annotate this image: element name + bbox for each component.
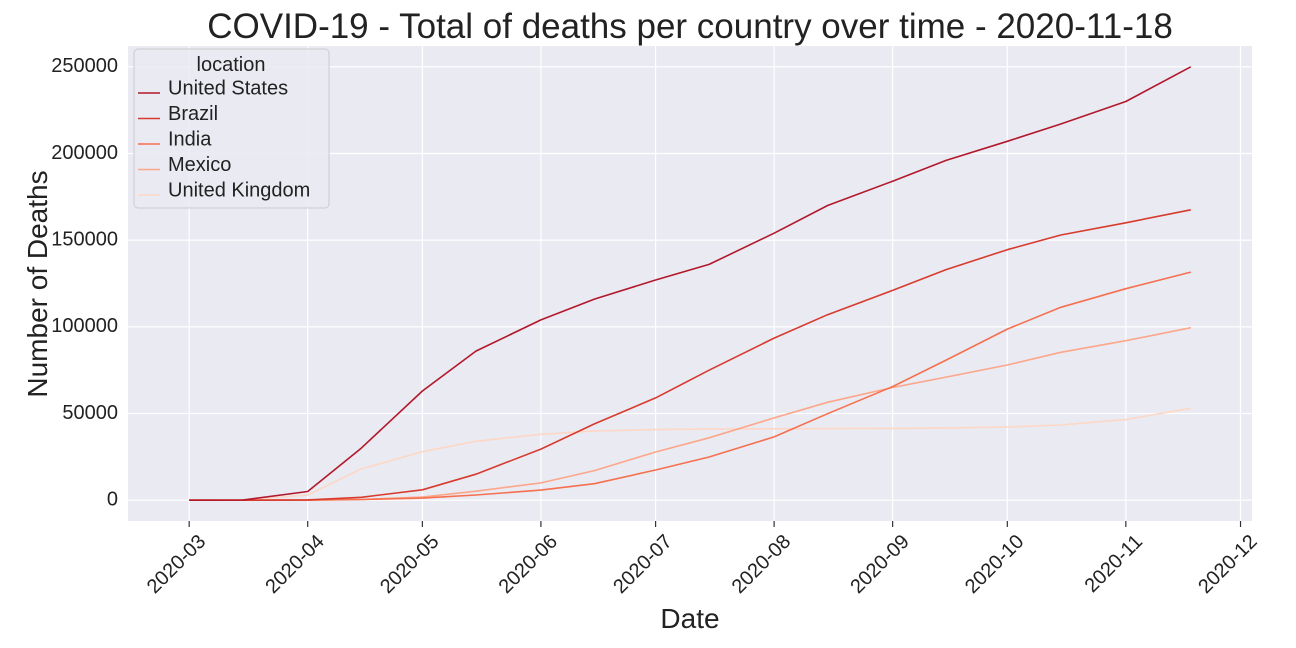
y-axis-ticks: 0 50000 100000 150000 200000 250000 [51, 55, 118, 510]
y-tick-label: 250000 [51, 55, 118, 77]
chart-title: COVID-19 - Total of deaths per country o… [207, 7, 1173, 46]
series-line-brazil [189, 209, 1191, 502]
legend: location United StatesBrazilIndiaMexicoU… [133, 48, 330, 209]
legend-label: United States [168, 77, 288, 99]
series-line-united-states [189, 66, 1192, 502]
y-tick-label: 200000 [51, 142, 118, 164]
legend-box [133, 48, 330, 209]
x-tick-label: 2020-11 [1081, 531, 1147, 597]
x-axis-ticks: 2020-03 2020-04 2020-05 2020-06 2020-07 2020-… [143, 521, 1262, 598]
legend-items: United States Brazil India Mexico United Kin… [138, 77, 310, 201]
x-tick-label: 2020-03 [143, 531, 210, 598]
y-tick-label: 50000 [62, 402, 118, 424]
legend-label: India [168, 128, 212, 150]
legend-title: location [197, 54, 266, 76]
legend-label: Brazil [168, 103, 218, 125]
y-tick-label: 100000 [51, 315, 118, 337]
y-tick-label: 0 [107, 488, 118, 510]
x-tick-label: 2020-06 [495, 531, 562, 598]
x-axis-label: Date [660, 603, 719, 634]
series-line-united-kingdom [189, 407, 1191, 502]
x-tick-label: 2020-04 [261, 531, 328, 598]
series-line-india [189, 271, 1191, 502]
y-axis-label: Number of Deaths [22, 170, 53, 397]
x-tick-label: 2020-05 [376, 531, 443, 598]
legend-label: Mexico [168, 154, 231, 176]
x-tick-label: 2020-08 [728, 531, 795, 598]
x-tick-label: 2020-12 [1194, 531, 1261, 598]
x-tick-label: 2020-09 [846, 531, 913, 598]
legend-label: United Kingdom [168, 179, 310, 201]
x-tick-label: 2020-07 [609, 531, 676, 598]
y-tick-label: 150000 [51, 228, 118, 250]
series-lines [189, 66, 1192, 502]
x-tick-label: 2020-10 [961, 531, 1028, 598]
